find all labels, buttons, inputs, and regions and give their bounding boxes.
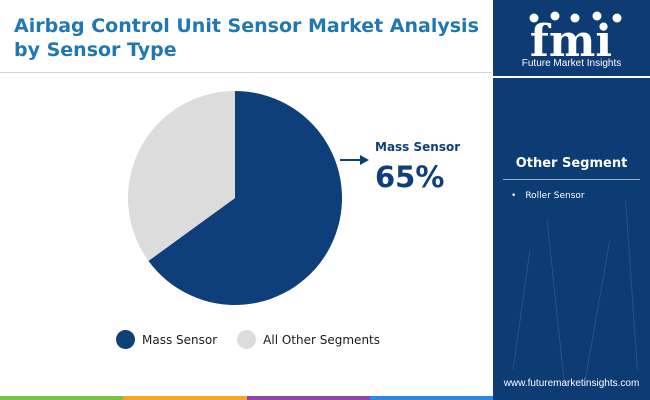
segment-item: Roller Sensor bbox=[511, 191, 584, 201]
segment-divider bbox=[503, 179, 640, 180]
logo-dot-icon bbox=[592, 11, 602, 21]
legend-item-mass-sensor: Mass Sensor bbox=[116, 330, 217, 349]
segment-title: Other Segment bbox=[515, 156, 628, 171]
title-divider bbox=[0, 72, 492, 73]
pie-slice-all-other-segments bbox=[128, 91, 235, 261]
decorative-streak bbox=[546, 220, 565, 380]
callout-value: 65% bbox=[375, 160, 445, 194]
bottom-bar-segment bbox=[369, 396, 493, 400]
logo-dot-icon bbox=[550, 11, 560, 21]
logo-dot-icon bbox=[529, 13, 539, 23]
legend-item-all-other-segments: All Other Segments bbox=[237, 330, 380, 349]
bottom-bar-segment bbox=[0, 396, 124, 400]
pie-chart bbox=[128, 90, 369, 305]
legend-swatch-mass-sensor bbox=[116, 330, 135, 349]
decorative-streak bbox=[512, 250, 531, 370]
pie-slice-mass-sensor bbox=[148, 90, 343, 305]
logo-dot-icon bbox=[612, 13, 622, 23]
decorative-streak bbox=[625, 200, 638, 370]
bottom-bar-segment bbox=[123, 396, 247, 400]
fmi-logo: fmi bbox=[529, 11, 622, 67]
chart-legend: Mass Sensor All Other Segments bbox=[116, 330, 400, 349]
side-panel: fmi Future Market Insights Other Segment… bbox=[493, 0, 650, 400]
segment-list: Roller Sensor bbox=[511, 191, 584, 201]
logo-dot-icon bbox=[570, 13, 580, 23]
bottom-color-bar bbox=[0, 396, 493, 400]
legend-swatch-all-other-segments bbox=[237, 330, 257, 349]
website-url[interactable]: www.futuremarketinsights.com bbox=[503, 378, 640, 389]
panel-divider bbox=[493, 76, 650, 78]
bottom-bar-segment bbox=[246, 396, 370, 400]
legend-label: Mass Sensor bbox=[142, 332, 218, 347]
callout-label: Mass Sensor bbox=[375, 140, 461, 154]
logo-subtitle: Future Market Insights bbox=[521, 58, 622, 69]
chart-title: Airbag Control Unit Sensor Market Analys… bbox=[14, 15, 479, 61]
callout-arrow-head bbox=[360, 155, 369, 165]
legend-label: All Other Segments bbox=[263, 332, 381, 347]
logo-text: fmi bbox=[530, 16, 612, 67]
decorative-streak bbox=[584, 240, 611, 380]
